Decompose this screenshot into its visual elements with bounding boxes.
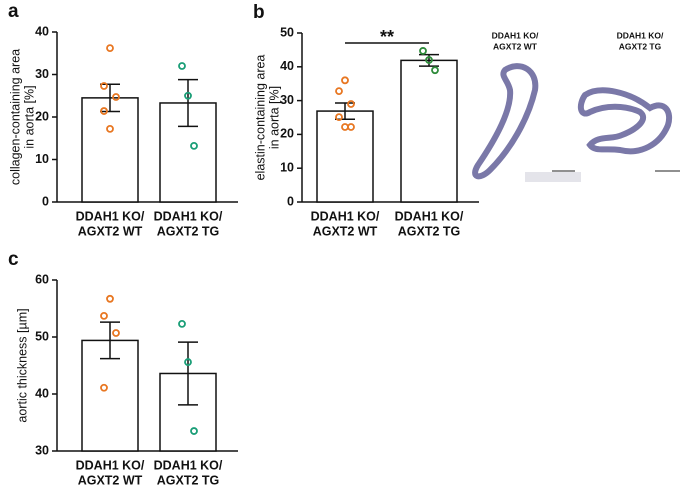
x-tick-label: AGXT2 WT [78, 473, 143, 486]
data-point [419, 47, 427, 55]
error-bar [100, 321, 120, 360]
data-point [106, 124, 114, 133]
y-tick-label: 30 [35, 443, 49, 457]
histology-label: AGXT2 TG [619, 41, 662, 51]
bar [316, 110, 374, 203]
y-tick-label: 30 [35, 67, 49, 81]
y-tick-label: 60 [35, 272, 49, 286]
data-point [425, 56, 433, 64]
y-tick-label: 40 [35, 386, 49, 400]
data-point [100, 82, 108, 90]
data-point [335, 113, 343, 122]
y-tick-label: 50 [35, 329, 49, 343]
panel-label: c [8, 249, 19, 270]
data-point [431, 66, 439, 75]
data-point [184, 91, 192, 100]
y-tick-label: 20 [280, 127, 294, 141]
histology-tg [577, 87, 672, 155]
data-point [100, 383, 108, 392]
panel-label: a [8, 1, 19, 22]
data-point [178, 62, 186, 70]
scale-inset [525, 172, 581, 182]
data-point [341, 76, 349, 85]
data-point [106, 44, 114, 53]
error-bar [178, 78, 198, 128]
error-bar [335, 102, 355, 120]
y-tick-label: 0 [42, 194, 49, 208]
data-point [112, 329, 120, 337]
data-point [178, 319, 186, 328]
x-tick-label: DDAH1 KO/ [154, 209, 223, 223]
x-tick-label: DDAH1 KO/ [76, 458, 145, 472]
x-tick-label: AGXT2 TG [157, 473, 220, 486]
bar [400, 59, 458, 203]
bar [81, 97, 139, 203]
y-tick-label: 20 [35, 109, 49, 123]
data-point [347, 100, 355, 108]
x-tick-label: DDAH1 KO/ [311, 209, 380, 223]
histology-label: DDAH1 KO/ [492, 30, 539, 40]
x-tick-label: AGXT2 TG [157, 224, 220, 238]
histology-wt [472, 63, 539, 180]
bar [159, 102, 217, 203]
x-tick-label: AGXT2 TG [398, 224, 461, 238]
significance-label: ** [380, 27, 394, 47]
x-tick-label: AGXT2 WT [78, 224, 143, 238]
y-tick-label: 30 [280, 93, 294, 107]
data-point [106, 294, 114, 303]
x-tick-label: AGXT2 WT [313, 224, 378, 238]
data-point [184, 358, 192, 366]
y-tick-label: 10 [280, 160, 294, 174]
data-point [190, 427, 198, 435]
y-tick-label: 0 [287, 194, 294, 208]
histology-label: AGXT2 WT [493, 41, 538, 51]
y-tick-label: 40 [280, 59, 294, 73]
x-tick-label: DDAH1 KO/ [154, 458, 223, 472]
y-tick-label: 10 [35, 152, 49, 166]
error-bar [178, 341, 198, 406]
error-bar [100, 83, 120, 113]
data-point [112, 93, 120, 101]
y-axis-label: collagen-containing area [8, 49, 22, 185]
histology-images [472, 63, 680, 182]
histology-label: DDAH1 KO/ [617, 30, 664, 40]
y-tick-label: 40 [35, 24, 49, 38]
data-point [100, 312, 108, 320]
y-axis-label: elastin-containing area [253, 55, 267, 181]
x-tick-label: DDAH1 KO/ [76, 209, 145, 223]
y-axis-label: in aorta [%] [22, 85, 36, 148]
data-point [100, 107, 108, 115]
data-point [335, 87, 343, 96]
panel-label: b [253, 2, 265, 23]
y-tick-label: 50 [280, 25, 294, 39]
x-tick-label: DDAH1 KO/ [395, 209, 464, 223]
y-axis-label: aortic thickness [µm] [15, 308, 29, 422]
y-axis-label: in aorta [%] [267, 86, 281, 149]
data-point [190, 141, 198, 150]
data-point [347, 123, 355, 131]
